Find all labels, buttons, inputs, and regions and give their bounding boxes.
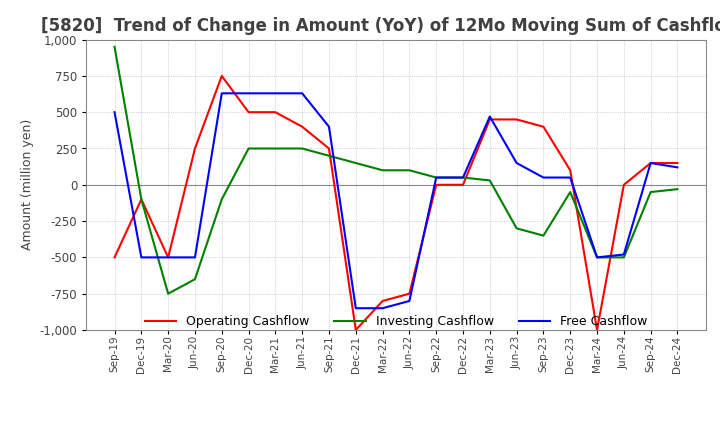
Operating Cashflow bbox=[378, 298, 387, 304]
Free Cashflow bbox=[459, 175, 467, 180]
Investing Cashflow bbox=[298, 146, 307, 151]
Free Cashflow bbox=[271, 91, 279, 96]
Investing Cashflow bbox=[405, 168, 414, 173]
Legend: Operating Cashflow, Investing Cashflow, Free Cashflow: Operating Cashflow, Investing Cashflow, … bbox=[140, 310, 652, 333]
Investing Cashflow bbox=[191, 277, 199, 282]
Investing Cashflow bbox=[647, 189, 655, 194]
Free Cashflow bbox=[351, 305, 360, 311]
Free Cashflow bbox=[191, 255, 199, 260]
Operating Cashflow bbox=[110, 255, 119, 260]
Investing Cashflow bbox=[351, 160, 360, 165]
Operating Cashflow bbox=[593, 327, 601, 333]
Operating Cashflow bbox=[298, 124, 307, 129]
Investing Cashflow bbox=[593, 255, 601, 260]
Operating Cashflow bbox=[459, 182, 467, 187]
Operating Cashflow bbox=[217, 73, 226, 78]
Operating Cashflow bbox=[432, 182, 441, 187]
Free Cashflow bbox=[673, 165, 682, 170]
Free Cashflow bbox=[137, 255, 145, 260]
Investing Cashflow bbox=[378, 168, 387, 173]
Investing Cashflow bbox=[244, 146, 253, 151]
Operating Cashflow bbox=[271, 110, 279, 115]
Title: [5820]  Trend of Change in Amount (YoY) of 12Mo Moving Sum of Cashflows: [5820] Trend of Change in Amount (YoY) o… bbox=[41, 17, 720, 35]
Free Cashflow bbox=[513, 160, 521, 165]
Investing Cashflow bbox=[137, 197, 145, 202]
Y-axis label: Amount (million yen): Amount (million yen) bbox=[21, 119, 34, 250]
Operating Cashflow bbox=[539, 124, 548, 129]
Free Cashflow bbox=[485, 114, 494, 119]
Operating Cashflow bbox=[405, 291, 414, 297]
Free Cashflow bbox=[432, 175, 441, 180]
Free Cashflow bbox=[217, 91, 226, 96]
Free Cashflow bbox=[405, 298, 414, 304]
Free Cashflow bbox=[566, 175, 575, 180]
Free Cashflow bbox=[164, 255, 173, 260]
Operating Cashflow bbox=[137, 197, 145, 202]
Operating Cashflow bbox=[244, 110, 253, 115]
Investing Cashflow bbox=[164, 291, 173, 297]
Operating Cashflow bbox=[325, 146, 333, 151]
Operating Cashflow bbox=[513, 117, 521, 122]
Free Cashflow bbox=[325, 124, 333, 129]
Free Cashflow bbox=[539, 175, 548, 180]
Free Cashflow bbox=[298, 91, 307, 96]
Operating Cashflow bbox=[485, 117, 494, 122]
Investing Cashflow bbox=[271, 146, 279, 151]
Free Cashflow bbox=[647, 160, 655, 165]
Investing Cashflow bbox=[459, 175, 467, 180]
Free Cashflow bbox=[619, 252, 628, 257]
Investing Cashflow bbox=[485, 178, 494, 183]
Investing Cashflow bbox=[217, 197, 226, 202]
Line: Free Cashflow: Free Cashflow bbox=[114, 93, 678, 308]
Investing Cashflow bbox=[566, 189, 575, 194]
Line: Investing Cashflow: Investing Cashflow bbox=[114, 47, 678, 294]
Investing Cashflow bbox=[539, 233, 548, 238]
Investing Cashflow bbox=[673, 187, 682, 192]
Free Cashflow bbox=[378, 305, 387, 311]
Operating Cashflow bbox=[619, 182, 628, 187]
Investing Cashflow bbox=[110, 44, 119, 49]
Free Cashflow bbox=[110, 110, 119, 115]
Investing Cashflow bbox=[619, 255, 628, 260]
Line: Operating Cashflow: Operating Cashflow bbox=[114, 76, 678, 330]
Operating Cashflow bbox=[351, 327, 360, 333]
Investing Cashflow bbox=[432, 175, 441, 180]
Investing Cashflow bbox=[325, 153, 333, 158]
Free Cashflow bbox=[593, 255, 601, 260]
Operating Cashflow bbox=[566, 168, 575, 173]
Operating Cashflow bbox=[673, 160, 682, 165]
Operating Cashflow bbox=[647, 160, 655, 165]
Operating Cashflow bbox=[164, 255, 173, 260]
Operating Cashflow bbox=[191, 146, 199, 151]
Investing Cashflow bbox=[513, 226, 521, 231]
Free Cashflow bbox=[244, 91, 253, 96]
